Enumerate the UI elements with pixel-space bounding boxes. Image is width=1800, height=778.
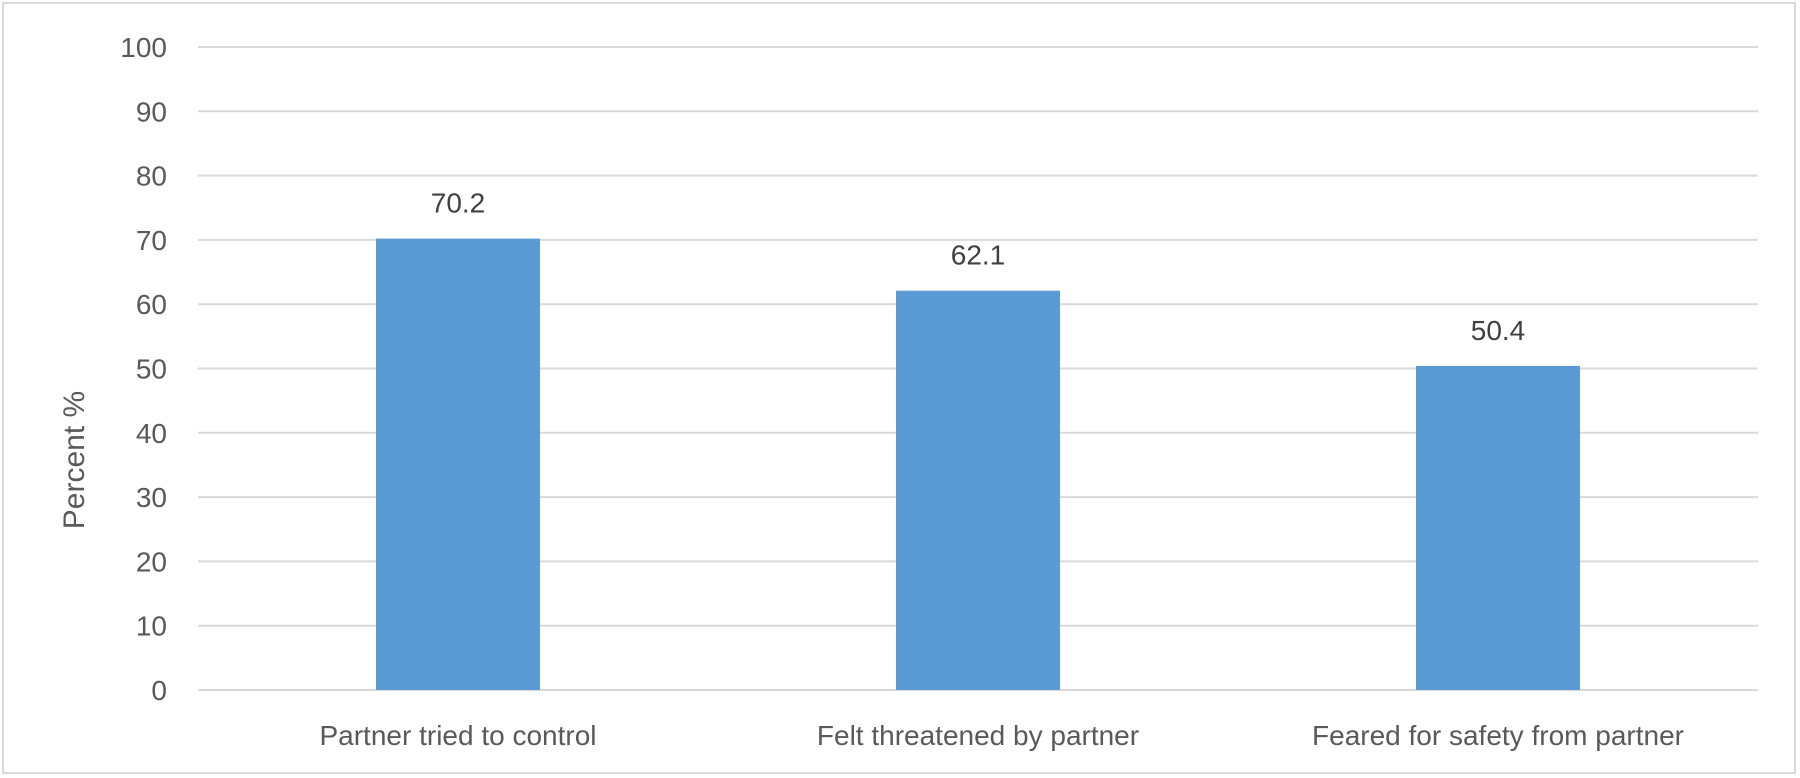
y-tick-label: 70 [136,225,167,256]
bar-2 [896,290,1060,690]
bar-1 [376,238,540,690]
y-axis-title: Percent % [58,391,91,529]
y-axis-ticks: 0 10 20 30 40 50 60 70 80 90 100 [120,32,167,706]
y-tick-label: 40 [136,418,167,449]
category-label-3: Feared for safety from partner [1312,720,1684,751]
data-label-2: 62.1 [951,240,1006,271]
data-label-1: 70.2 [431,188,486,219]
x-axis-categories: Partner tried to control Felt threatened … [319,720,1683,751]
y-tick-label: 20 [136,546,167,577]
y-tick-label: 50 [136,354,167,385]
category-label-1: Partner tried to control [319,720,596,751]
y-tick-label: 80 [136,161,167,192]
y-tick-label: 30 [136,482,167,513]
y-tick-label: 10 [136,611,167,642]
data-label-3: 50.4 [1471,315,1526,346]
y-tick-label: 60 [136,289,167,320]
bar-chart: 0 10 20 30 40 50 60 70 80 90 100 70.2 62.1 50.4 Part… [58,32,1758,751]
bar-3 [1416,365,1580,690]
data-labels: 70.2 62.1 50.4 [431,188,1526,346]
y-tick-label: 100 [120,32,167,63]
y-tick-label: 90 [136,96,167,127]
y-tick-label: 0 [151,675,167,706]
category-label-2: Felt threatened by partner [817,720,1139,751]
bars [376,238,1580,690]
